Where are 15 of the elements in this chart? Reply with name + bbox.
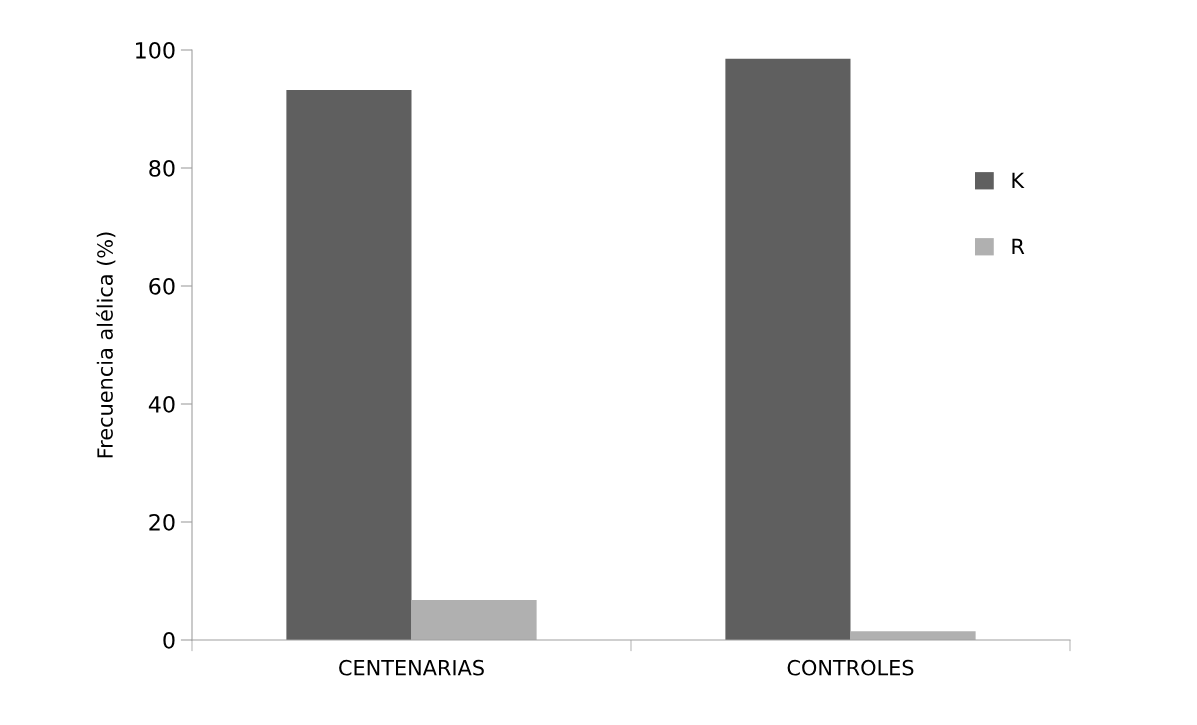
bar [286, 90, 412, 640]
bar [725, 58, 851, 640]
y-tick-label: 40 [148, 395, 175, 413]
x-tick-label: CONTROLES [787, 659, 914, 676]
y-tick-label: 80 [149, 159, 175, 177]
legend-label: K [1012, 172, 1025, 188]
y-tick-label: 100 [136, 41, 175, 59]
y-axis-title: Frecuencia alélica (%) [95, 232, 116, 458]
bar [850, 631, 976, 640]
y-tick-label: 60 [149, 277, 175, 295]
legend-label: R [1012, 238, 1025, 254]
y-tick-label: 0 [163, 631, 175, 649]
x-tick-label: CENTENARIAS [339, 659, 484, 676]
bar [411, 599, 537, 640]
y-tick-label: 20 [149, 513, 175, 531]
